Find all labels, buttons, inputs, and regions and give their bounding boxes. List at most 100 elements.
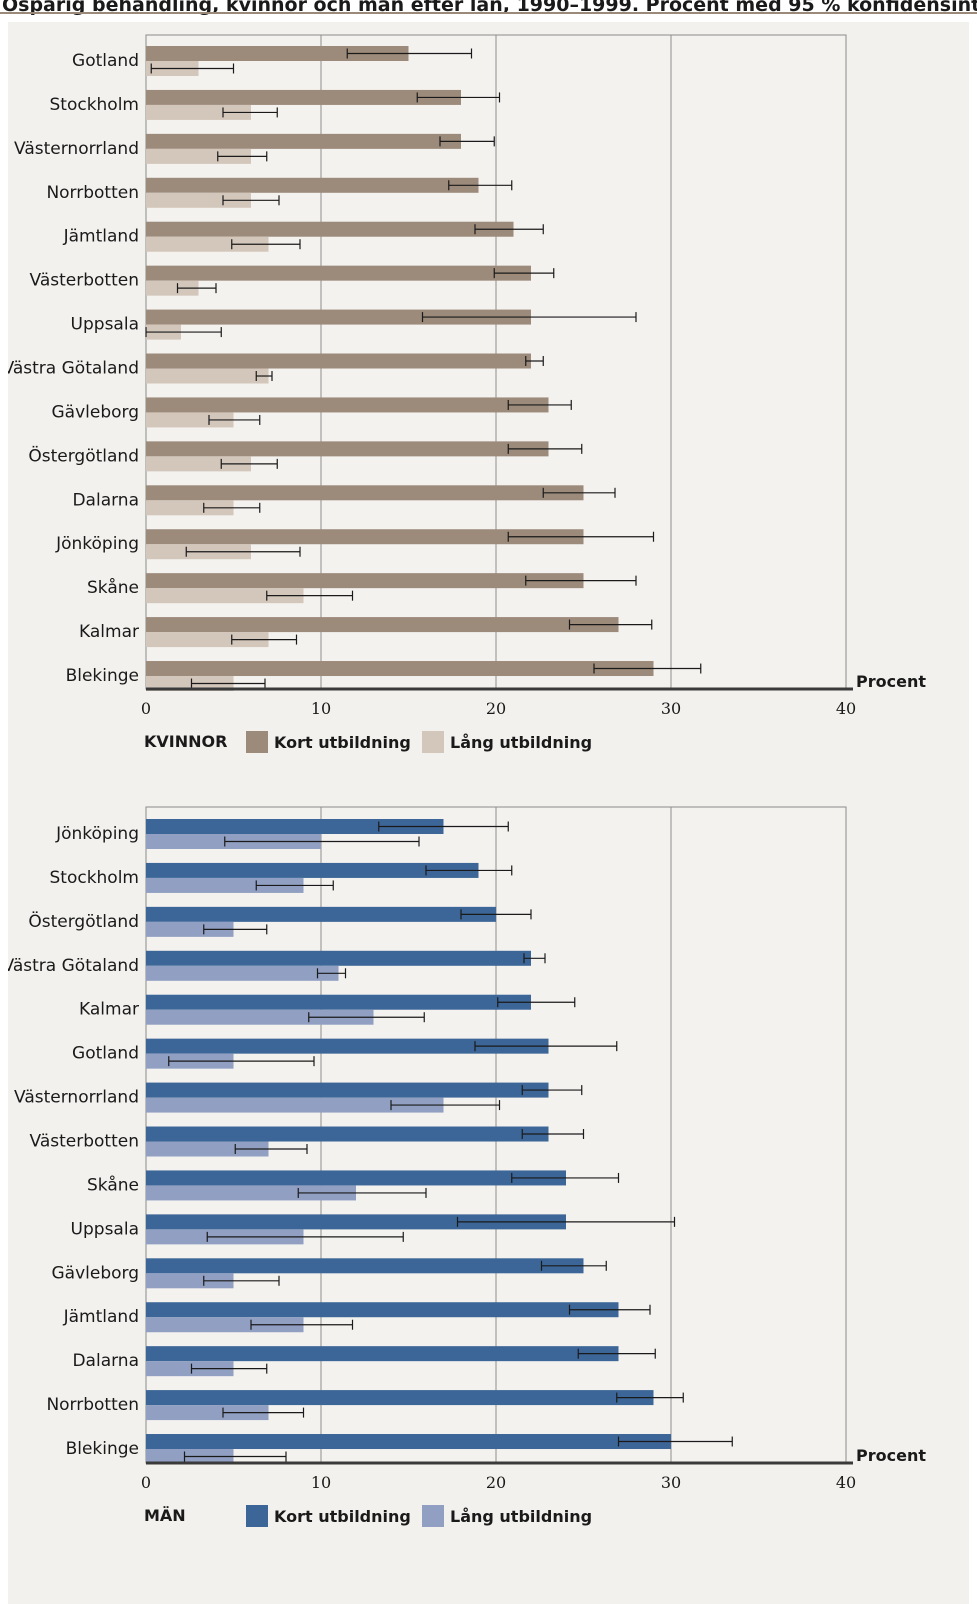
legend-series-label: Kort utbildning	[274, 733, 411, 752]
bar-skane-lang	[146, 1185, 356, 1201]
bar-kalmar-lang	[146, 1009, 374, 1025]
category-label: Västernorrland	[14, 139, 139, 159]
bar-vasterbotten-lang	[146, 280, 199, 296]
category-label: Gotland	[72, 1044, 139, 1064]
bar-norrbotten-lang	[146, 1405, 269, 1421]
category-label: Jönköping	[55, 534, 139, 554]
category-label: Norrbotten	[46, 183, 139, 203]
category-label: Blekinge	[66, 1439, 139, 1459]
legend-series-label: Kort utbildning	[274, 1507, 411, 1526]
category-label: Uppsala	[71, 1219, 139, 1239]
category-label: Jämtland	[63, 227, 139, 247]
bar-kalmar-lang	[146, 632, 269, 648]
bar-vastra-gotaland-kort	[146, 353, 531, 369]
bar-vasternorrland-kort	[146, 1082, 549, 1098]
unit-label: Procent	[856, 1446, 926, 1465]
bar-dalarna-lang	[146, 500, 234, 516]
chart-kvinnor: Gotland Stockholm Västernorrland Norrbotten…	[8, 34, 926, 753]
bar-vastra-gotaland-kort	[146, 950, 531, 966]
bar-dalarna-kort	[146, 1346, 619, 1362]
legend-group-label: KVINNOR	[144, 732, 227, 751]
bar-jamtland-lang	[146, 1317, 304, 1333]
bar-jonkoping-kort	[146, 529, 584, 545]
tick-label: 0	[141, 1473, 151, 1492]
category-label: Östergötland	[28, 444, 139, 466]
bar-uppsala-kort	[146, 1214, 566, 1230]
bar-blekinge-lang	[146, 676, 234, 692]
category-label: Västernorrland	[14, 1088, 139, 1108]
category-label: Kalmar	[79, 622, 139, 642]
bar-vastra-gotaland-lang	[146, 368, 269, 384]
tick-label: 30	[661, 699, 681, 718]
bar-skane-kort	[146, 1170, 566, 1186]
chart-panel: Gotland Stockholm Västernorrland Norrbotten…	[8, 22, 969, 1604]
category-label: Dalarna	[72, 1351, 139, 1371]
legend-group-label: MÄN	[144, 1506, 186, 1525]
category-label: Dalarna	[72, 490, 139, 510]
bar-jamtland-lang	[146, 236, 269, 252]
bar-norrbotten-kort	[146, 177, 479, 193]
category-label: Västra Götaland	[8, 359, 139, 379]
bar-jonkoping-kort	[146, 819, 444, 834]
category-label: Västerbotten	[30, 271, 139, 291]
legend-swatch	[422, 731, 444, 753]
category-label: Skåne	[87, 577, 139, 598]
tick-label: 10	[311, 699, 331, 718]
title-rule	[0, 12, 977, 14]
bar-gavleborg-lang	[146, 1273, 234, 1289]
category-label: Gävleborg	[51, 402, 139, 422]
tick-label: 20	[486, 1473, 506, 1492]
category-label: Västra Götaland	[8, 956, 139, 976]
bar-gavleborg-lang	[146, 412, 234, 428]
bar-norrbotten-lang	[146, 192, 251, 208]
bar-jamtland-kort	[146, 221, 514, 237]
bar-stockholm-kort	[146, 89, 461, 105]
bar-ostergotland-kort	[146, 441, 549, 457]
bar-vasterbotten-lang	[146, 1141, 269, 1157]
legend-swatch	[246, 731, 268, 753]
category-label: Jämtland	[63, 1307, 139, 1327]
unit-label: Procent	[856, 672, 926, 691]
category-label: Blekinge	[66, 666, 139, 686]
tick-label: 40	[836, 1473, 856, 1492]
bar-jamtland-kort	[146, 1302, 619, 1318]
category-label: Gotland	[72, 51, 139, 71]
legend-swatch	[246, 1505, 268, 1527]
category-label: Norrbotten	[46, 1395, 139, 1415]
bar-norrbotten-kort	[146, 1390, 654, 1406]
bar-kalmar-kort	[146, 994, 531, 1010]
bar-gotland-kort	[146, 46, 409, 61]
bar-dalarna-lang	[146, 1361, 234, 1377]
bar-stockholm-lang	[146, 877, 304, 893]
bar-skane-lang	[146, 588, 304, 604]
bar-vasternorrland-kort	[146, 133, 461, 149]
bar-skane-kort	[146, 573, 584, 589]
bar-blekinge-kort	[146, 1434, 671, 1450]
category-label: Kalmar	[79, 1000, 139, 1020]
tick-label: 40	[836, 699, 856, 718]
category-label: Uppsala	[71, 315, 139, 335]
legend-swatch	[422, 1505, 444, 1527]
bar-gotland-kort	[146, 1038, 549, 1054]
legend-series-label: Lång utbildning	[450, 733, 592, 752]
category-label: Jönköping	[55, 824, 139, 844]
bar-dalarna-kort	[146, 485, 584, 501]
bar-gavleborg-kort	[146, 1258, 584, 1274]
category-label: Östergötland	[28, 910, 139, 932]
category-label: Gävleborg	[51, 1263, 139, 1283]
tick-label: 10	[311, 1473, 331, 1492]
bar-stockholm-kort	[146, 862, 479, 878]
tick-label: 30	[661, 1473, 681, 1492]
bar-gavleborg-kort	[146, 397, 549, 413]
bar-vasterbotten-kort	[146, 1126, 549, 1142]
bar-uppsala-kort	[146, 309, 531, 325]
bar-kalmar-kort	[146, 617, 619, 633]
legend-series-label: Lång utbildning	[450, 1507, 592, 1526]
bar-vastra-gotaland-lang	[146, 965, 339, 981]
category-label: Stockholm	[49, 95, 139, 115]
category-label: Västerbotten	[30, 1132, 139, 1152]
tick-label: 20	[486, 699, 506, 718]
bar-ostergotland-kort	[146, 906, 496, 922]
category-label: Stockholm	[49, 868, 139, 888]
